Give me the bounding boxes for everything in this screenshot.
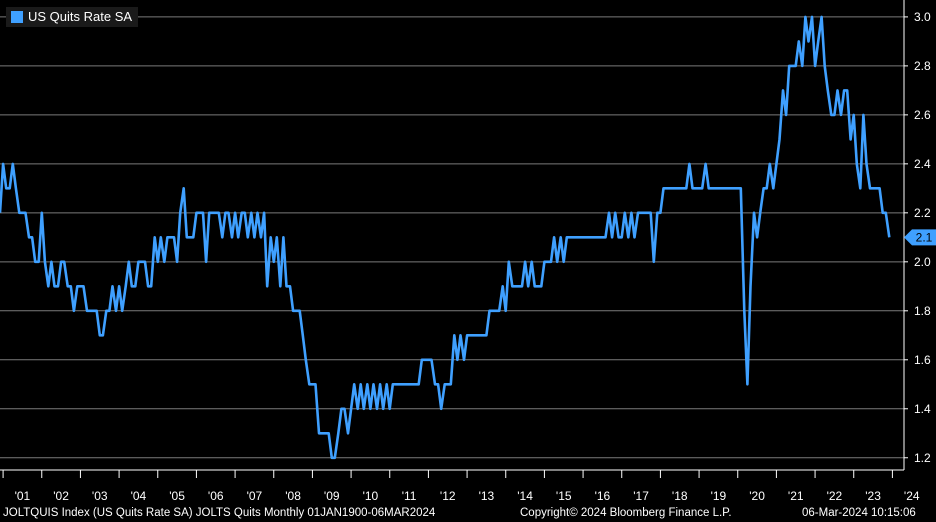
x-tick-label: '21 — [788, 489, 804, 503]
x-tick-label: '02 — [53, 489, 69, 503]
footer-index-description: JOLTQUIS Index (US Quits Rate SA) JOLTS … — [3, 507, 436, 519]
series-line-us-quits-rate — [0, 15, 891, 460]
y-tick-label: 1.2 — [914, 451, 931, 465]
legend: US Quits Rate SA — [6, 7, 139, 27]
x-tick-label: '11 — [402, 489, 417, 503]
x-tick-label: '24 — [904, 489, 920, 503]
y-tick-label: 2.6 — [914, 108, 931, 122]
legend-swatch — [11, 10, 23, 23]
x-tick-label: '03 — [92, 489, 108, 503]
last-value-marker: 2.1 — [904, 229, 936, 246]
x-tick-label: '15 — [556, 489, 572, 503]
legend-label: US Quits Rate SA — [28, 9, 133, 24]
y-tick-label: 1.8 — [914, 304, 931, 318]
x-tick-label: '23 — [865, 489, 881, 503]
y-tick-label: 1.4 — [914, 402, 931, 416]
x-tick-label: '01 — [15, 489, 31, 503]
last-value-badge — [904, 229, 936, 246]
x-tick-label: '13 — [479, 489, 495, 503]
x-tick-label: '09 — [324, 489, 340, 503]
footer-copyright: Copyright© 2024 Bloomberg Finance L.P. — [520, 507, 732, 519]
x-axis: '01 '02 '03 '04 '05 '06 '07 '08 '09 '10 '11 '12 '13 '… — [0, 469, 920, 503]
y-tick-label: 2.8 — [914, 59, 931, 73]
x-tick-label: '22 — [827, 489, 843, 503]
y-tick-label: 2.2 — [914, 206, 931, 220]
y-tick-label: 3.0 — [914, 10, 931, 24]
x-tick-label: '10 — [363, 489, 379, 503]
footer: JOLTQUIS Index (US Quits Rate SA) JOLTS … — [0, 507, 936, 522]
y-tick-label: 2.4 — [914, 157, 931, 171]
x-tick-label: '14 — [517, 489, 533, 503]
chart-canvas: 1.2 1.4 1.6 1.8 2.0 2.2 2.4 2.6 2.8 3.0 '01 '02 '03… — [0, 0, 936, 503]
x-tick-label: '19 — [711, 489, 727, 503]
x-tick-label: '16 — [595, 489, 611, 503]
x-tick-label: '06 — [208, 489, 224, 503]
x-tick-label: '08 — [285, 489, 301, 503]
x-tick-label: '04 — [131, 489, 147, 503]
x-tick-label: '20 — [749, 489, 765, 503]
x-tick-label: '17 — [633, 489, 649, 503]
y-axis: 1.2 1.4 1.6 1.8 2.0 2.2 2.4 2.6 2.8 3.0 — [903, 0, 931, 470]
x-tick-label: '07 — [247, 489, 263, 503]
grid-lines — [0, 16, 904, 459]
footer-timestamp: 06-Mar-2024 10:15:06 — [802, 507, 916, 519]
x-tick-label: '12 — [440, 489, 456, 503]
last-value-label: 2.1 — [916, 230, 933, 244]
x-tick-label: '05 — [169, 489, 185, 503]
x-tick-label: '18 — [672, 489, 688, 503]
y-tick-label: 2.0 — [914, 255, 931, 269]
y-tick-label: 1.6 — [914, 353, 931, 367]
